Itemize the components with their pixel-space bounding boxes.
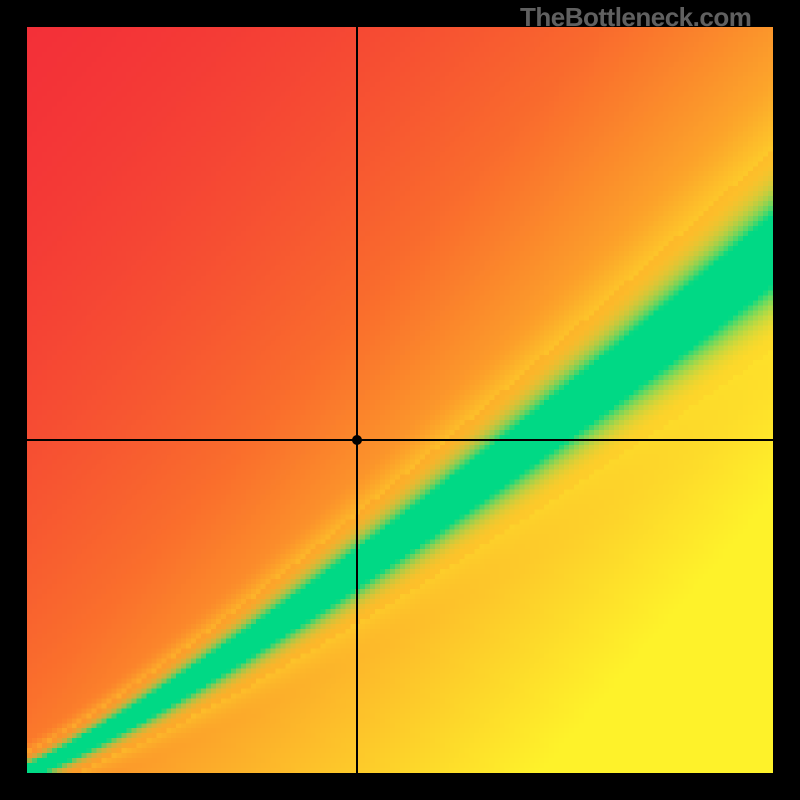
crosshair-vertical (356, 27, 358, 773)
crosshair-marker (352, 435, 362, 445)
bottleneck-heatmap (27, 27, 773, 773)
crosshair-horizontal (27, 439, 773, 441)
watermark-text: TheBottleneck.com (520, 2, 751, 33)
